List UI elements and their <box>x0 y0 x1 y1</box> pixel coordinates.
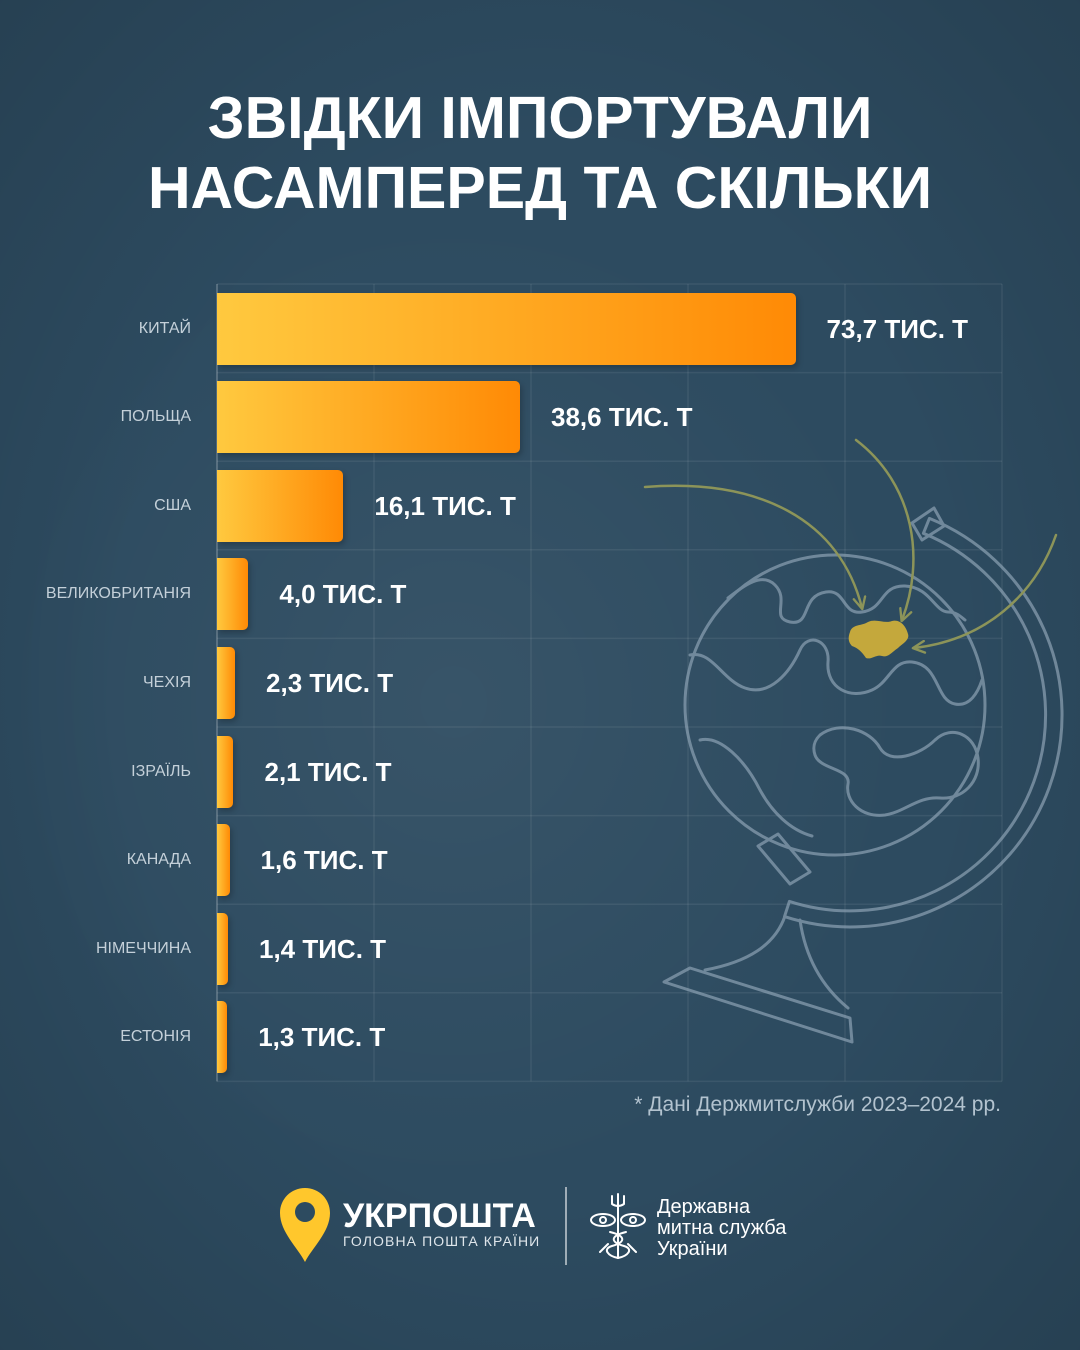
category-label-china: КИТАЙ <box>138 319 191 337</box>
value-label-china: 73,7 ТИС. Т <box>826 313 969 344</box>
category-label-usa: США <box>154 496 191 514</box>
bar-great-britain <box>217 558 249 631</box>
value-label-great-britain: 4,0 ТИС. Т <box>279 579 407 610</box>
ukrposhta-wordmark: УКРПОШТА <box>343 1197 536 1235</box>
customs-name-line: Державна <box>657 1196 751 1218</box>
customs-name: Державна митна служба України <box>657 1197 786 1260</box>
globe-stand-bracket <box>756 832 812 886</box>
customs-name-line: митна служба <box>657 1217 787 1239</box>
value-label-czechia: 2,3 ТИС. Т <box>266 667 394 698</box>
bar-germany <box>217 912 228 985</box>
bar-china <box>217 292 796 365</box>
globe-ring-cap <box>910 506 946 542</box>
bar-israel <box>217 735 234 808</box>
category-label-germany: НІМЕЧЧИНА <box>95 939 191 957</box>
category-label-canada: КАНАДА <box>126 851 191 869</box>
ukraine-map-icon <box>848 620 909 659</box>
curved-arrow-icon <box>643 484 867 611</box>
value-label-usa: 16,1 ТИС. Т <box>374 490 516 521</box>
continent-outline <box>688 638 984 706</box>
curved-arrow-icon <box>911 533 1058 654</box>
value-label-poland: 38,6 ТИС. Т <box>551 402 693 433</box>
customs-name-line: України <box>657 1238 728 1260</box>
continent-outline <box>726 578 967 624</box>
value-label-estonia: 1,3 ТИС. Т <box>258 1022 386 1053</box>
bar-usa <box>217 469 344 542</box>
bar-canada <box>217 824 230 897</box>
value-label-canada: 1,6 ТИС. Т <box>260 845 388 876</box>
globe-stand-neck <box>703 914 850 1010</box>
ukrposhta-tagline: ГОЛОВНА ПОШТА КРАЇНИ <box>343 1233 541 1249</box>
footer-divider <box>565 1187 567 1265</box>
category-label-estonia: ЕСТОНІЯ <box>120 1028 191 1046</box>
value-label-israel: 2,1 ТИС. Т <box>264 756 392 787</box>
continent-outline <box>698 737 814 838</box>
continent-outline <box>812 726 980 817</box>
bar-estonia <box>217 1001 228 1074</box>
category-label-great-britain: ВЕЛИКОБРИТАНІЯ <box>45 585 191 603</box>
title-line-1: ЗВІДКИ ІМПОРТУВАЛИ <box>207 85 873 151</box>
category-label-poland: ПОЛЬЩА <box>120 408 191 426</box>
globe-outline <box>683 553 987 857</box>
category-label-czechia: ЧЕХІЯ <box>142 673 191 691</box>
bar-czechia <box>217 646 236 719</box>
globe-stand-base <box>662 966 854 1044</box>
customs-emblem-icon <box>590 1193 646 1259</box>
footnote-source: * Дані Держмитслужби 2023–2024 рр. <box>634 1093 1001 1116</box>
value-label-germany: 1,4 ТИС. Т <box>258 933 387 964</box>
title-line-2: НАСАМПЕРЕД ТА СКІЛЬКИ <box>147 155 933 221</box>
globe-icon <box>662 506 1064 1044</box>
category-label-israel: ІЗРАЇЛЬ <box>131 762 191 780</box>
bar-poland <box>217 381 520 454</box>
curved-arrow-icon <box>854 438 915 623</box>
location-pin-icon <box>280 1188 330 1262</box>
page-title: ЗВІДКИ ІМПОРТУВАЛИ НАСАМПЕРЕД ТА СКІЛЬКИ <box>0 83 1080 223</box>
